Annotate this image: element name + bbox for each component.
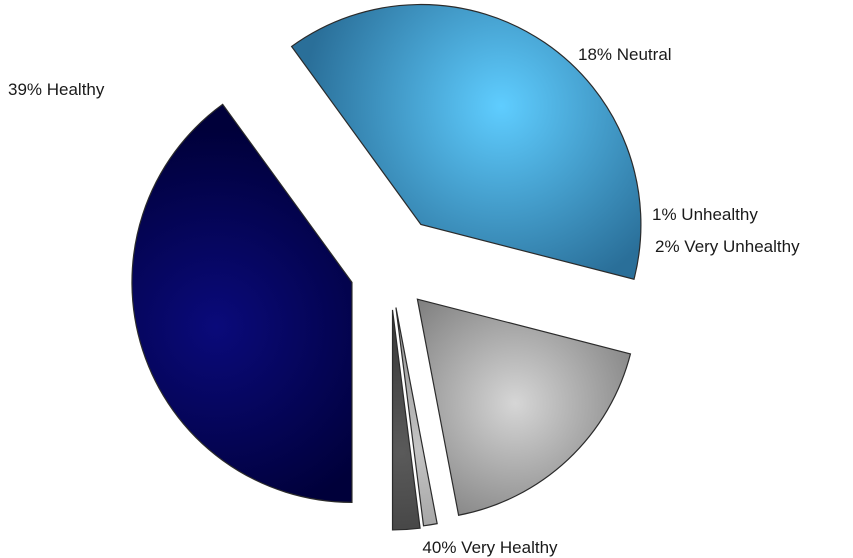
slice-label-very-unhealthy: 2% Very Unhealthy [655,237,800,256]
slice-label-neutral: 18% Neutral [578,45,672,64]
slice-label-unhealthy: 1% Unhealthy [652,205,758,224]
pie-slice-healthy [290,3,642,280]
slices-layer [131,3,642,531]
pie-slice-unhealthy [395,307,438,527]
pie-slice-very-healthy [131,103,353,503]
pie-slice-very-unhealthy [391,309,421,531]
slice-label-healthy: 39% Healthy [8,80,105,99]
labels-layer: 40% Very Healthy 39% Healthy 18% Neutral 1%… [8,45,800,557]
slice-label-very-healthy: 40% Very Healthy [422,538,558,557]
pie-slice-neutral [416,298,632,516]
